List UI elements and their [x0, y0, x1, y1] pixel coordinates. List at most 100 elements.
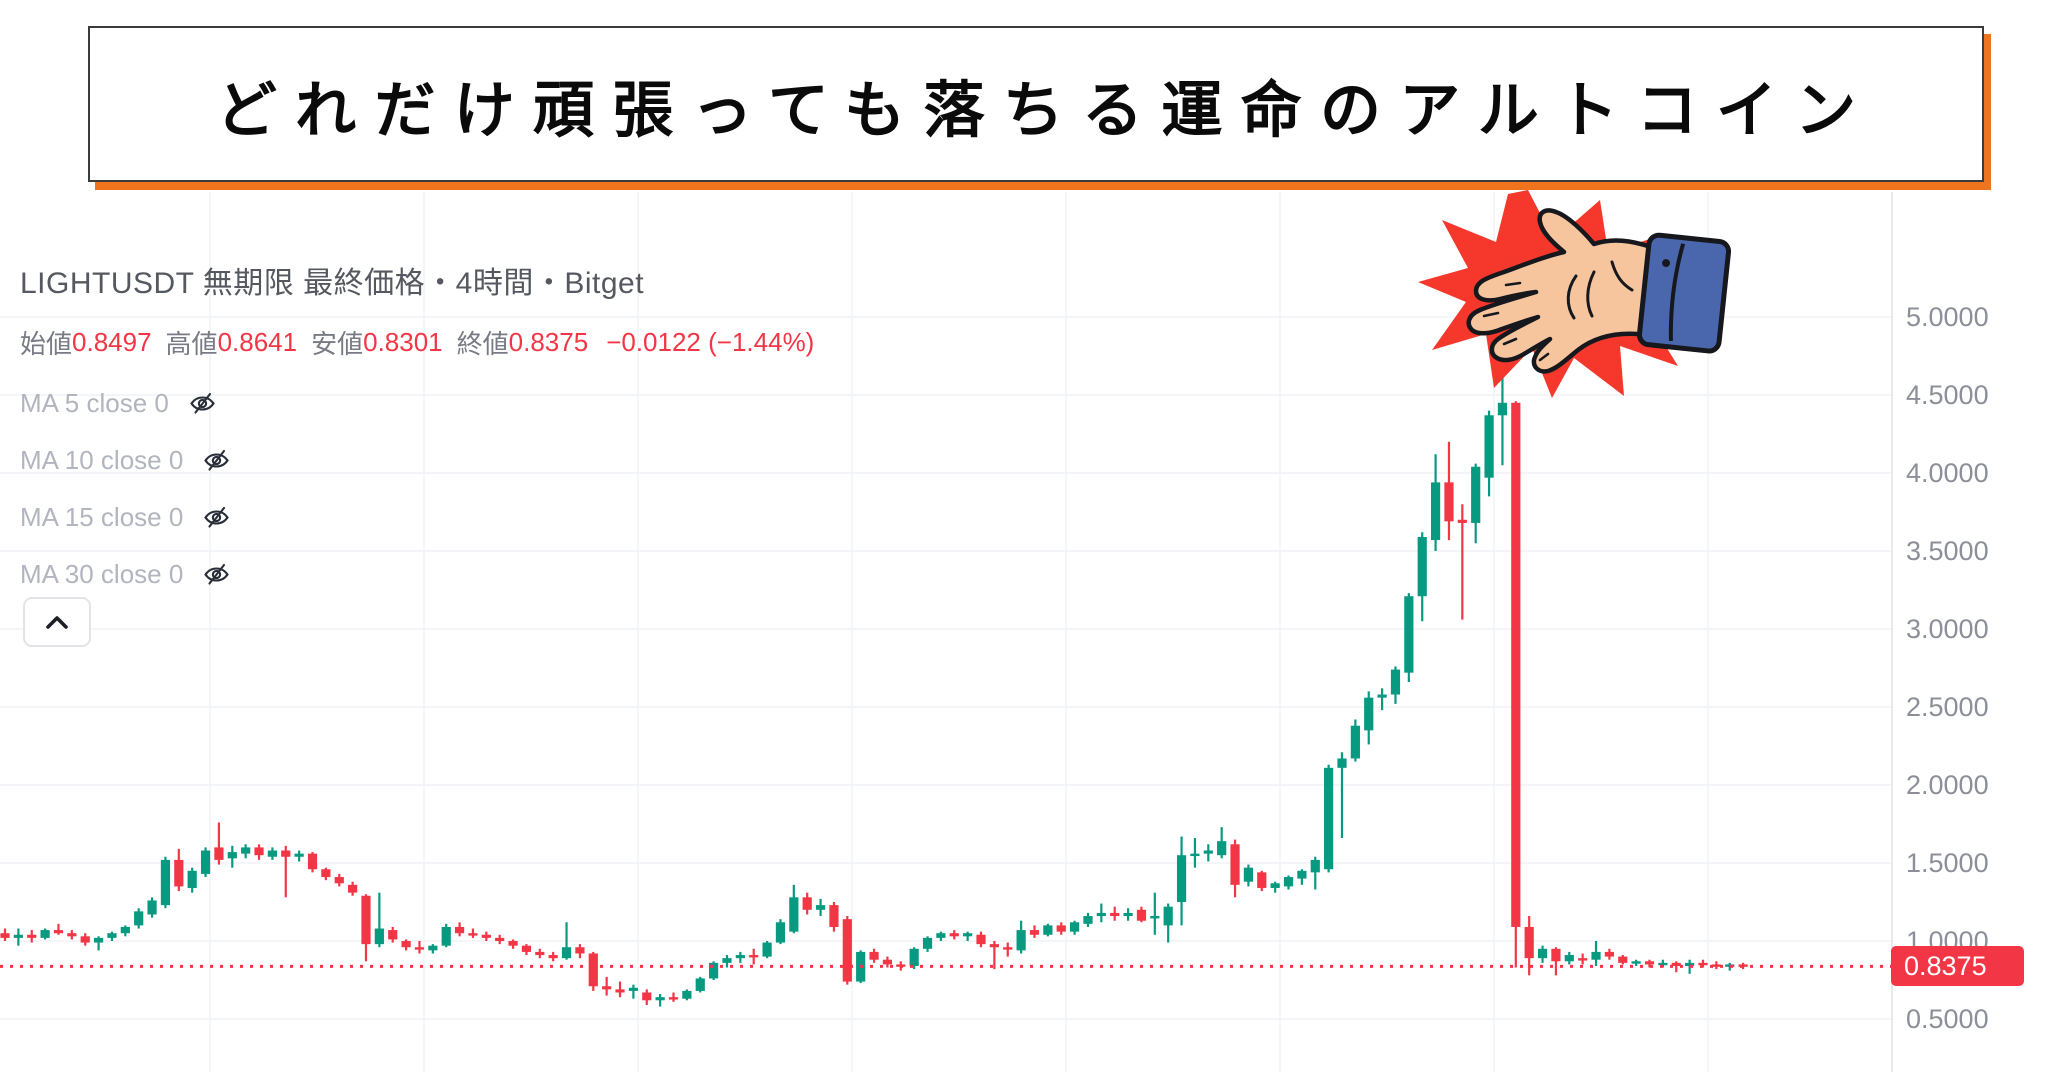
ma-indicator-label: MA 15 close 0 [20, 502, 184, 532]
symbol-title[interactable]: LIGHTUSDT 無期限 最終価格・4時間・Bitget [20, 267, 645, 300]
candle-body [1564, 955, 1574, 962]
close-label: 終値 [456, 329, 509, 359]
candle-body [1524, 926, 1534, 959]
high-value: 0.8641 [217, 327, 298, 357]
ma-indicator-label: MA 5 close 0 [20, 388, 169, 418]
candle-body [1243, 867, 1254, 882]
toggle-visibility-button[interactable] [189, 390, 216, 417]
candle-body [1738, 964, 1748, 967]
candle-body [1578, 958, 1588, 961]
candle-body [1497, 402, 1508, 416]
candle-body [1310, 859, 1320, 873]
candle-body [200, 850, 211, 874]
candle-body [1096, 912, 1106, 917]
price-tick-label: 3.5000 [1906, 536, 1989, 566]
candle-body [842, 919, 852, 982]
candle-body [227, 852, 237, 859]
candle-body [1083, 916, 1093, 924]
candle-body [321, 869, 331, 878]
price-tick-label: 2.0000 [1906, 770, 1989, 800]
toggle-visibility-button[interactable] [203, 561, 230, 588]
candle-body [93, 937, 104, 943]
candle-body [789, 897, 799, 932]
candle-body [1203, 850, 1213, 854]
candle-body [348, 884, 358, 893]
candle-body [1618, 956, 1628, 963]
candle-body [695, 978, 705, 991]
candle-body [508, 941, 518, 946]
candle-body [628, 987, 638, 991]
candle-body [1270, 883, 1280, 888]
open-label: 始値 [20, 329, 73, 359]
candle-body [1444, 482, 1454, 522]
banner-title: どれだけ頑張っても落ちる運命のアルトコイン [215, 74, 1875, 146]
candle-body [495, 937, 505, 941]
candle-body [575, 947, 585, 954]
candle-body [642, 992, 652, 1001]
price-tick-label: 4.5000 [1906, 380, 1989, 410]
candle-body [1591, 951, 1601, 960]
candle-body [1604, 951, 1614, 957]
close-value: 0.8375 [508, 327, 589, 357]
candle-body [749, 955, 759, 958]
low-value: 0.8301 [363, 327, 443, 357]
collapse-legend-button[interactable] [23, 597, 91, 647]
candle-body [1150, 916, 1160, 919]
eye-off-icon [190, 392, 215, 414]
candle-body [241, 847, 251, 854]
candle-body [869, 951, 879, 960]
candle-body [775, 922, 786, 943]
candle-body [267, 850, 277, 857]
high-label: 高値 [165, 329, 218, 359]
low-label: 安値 [311, 329, 364, 359]
candle-body [1350, 725, 1360, 759]
candle-body [615, 989, 625, 993]
ma-indicator-row[interactable]: MA 10 close 0 [20, 432, 814, 489]
candle-body [428, 945, 438, 951]
ma-indicator-row[interactable]: MA 30 close 0 [20, 546, 814, 603]
candle-body [147, 900, 157, 915]
candle-body [936, 933, 946, 938]
candle-body [521, 945, 532, 952]
candle-body [107, 933, 117, 938]
candle-body [602, 986, 612, 990]
candle-body [989, 944, 999, 948]
candle-body [1390, 669, 1401, 695]
candle-body [1337, 758, 1347, 768]
title-banner: どれだけ頑張っても落ちる運命のアルトコイン [88, 26, 1984, 182]
candle-body [1297, 870, 1307, 879]
toggle-visibility-button[interactable] [203, 504, 230, 531]
candle-body [414, 947, 425, 950]
toggle-visibility-button[interactable] [203, 447, 230, 474]
candle-body [949, 933, 959, 937]
ma-indicator-label: MA 30 close 0 [20, 559, 184, 589]
candle-body [1644, 961, 1655, 965]
candle-body [294, 853, 304, 857]
ma-indicator-row[interactable]: MA 5 close 0 [20, 375, 814, 432]
candle-body [802, 897, 812, 910]
candle-body [1163, 906, 1173, 926]
slap-hand-illustration [1418, 190, 1732, 398]
candle-body [361, 895, 371, 945]
chart-legend: LIGHTUSDT 無期限 最終価格・4時間・Bitget 始値 0.8497 … [20, 258, 814, 603]
change-value: −0.0122 (−1.44%) [606, 327, 815, 357]
candle-body [468, 933, 478, 936]
candle-body [1016, 930, 1026, 951]
eye-off-icon [204, 449, 230, 471]
candle-body [909, 948, 919, 966]
candle-body [1631, 961, 1641, 964]
candle-body [1671, 962, 1681, 966]
ohlc-row: 始値 0.8497 高値 0.8641 安値 0.8301 終値 0.8375 … [20, 324, 814, 361]
candle-body [441, 926, 451, 946]
candle-body [187, 870, 197, 888]
ma-indicator-row[interactable]: MA 15 close 0 [20, 489, 814, 546]
candle-body [80, 936, 90, 943]
candle-body [1658, 962, 1668, 966]
candle-body [1190, 853, 1200, 857]
candle-body [682, 990, 692, 999]
candle-body [374, 928, 384, 945]
candle-body [1283, 877, 1294, 887]
candle-body [40, 930, 50, 938]
candle-body [1551, 948, 1561, 962]
